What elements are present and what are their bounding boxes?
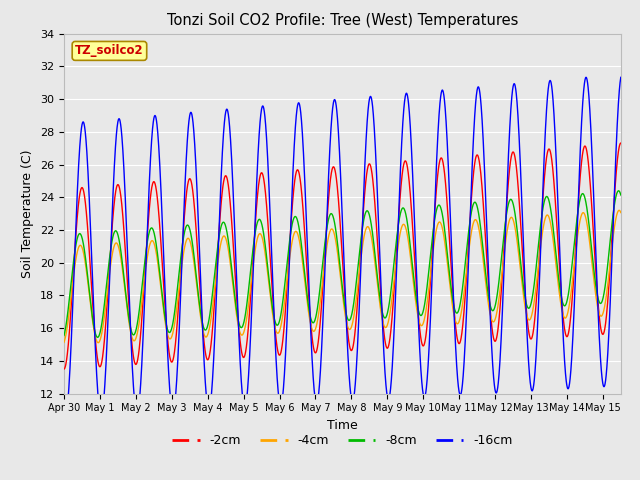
X-axis label: Time: Time [327,419,358,432]
Text: TZ_soilco2: TZ_soilco2 [75,44,144,58]
Title: Tonzi Soil CO2 Profile: Tree (West) Temperatures: Tonzi Soil CO2 Profile: Tree (West) Temp… [166,13,518,28]
Y-axis label: Soil Temperature (C): Soil Temperature (C) [22,149,35,278]
Legend: -2cm, -4cm, -8cm, -16cm: -2cm, -4cm, -8cm, -16cm [167,429,518,452]
